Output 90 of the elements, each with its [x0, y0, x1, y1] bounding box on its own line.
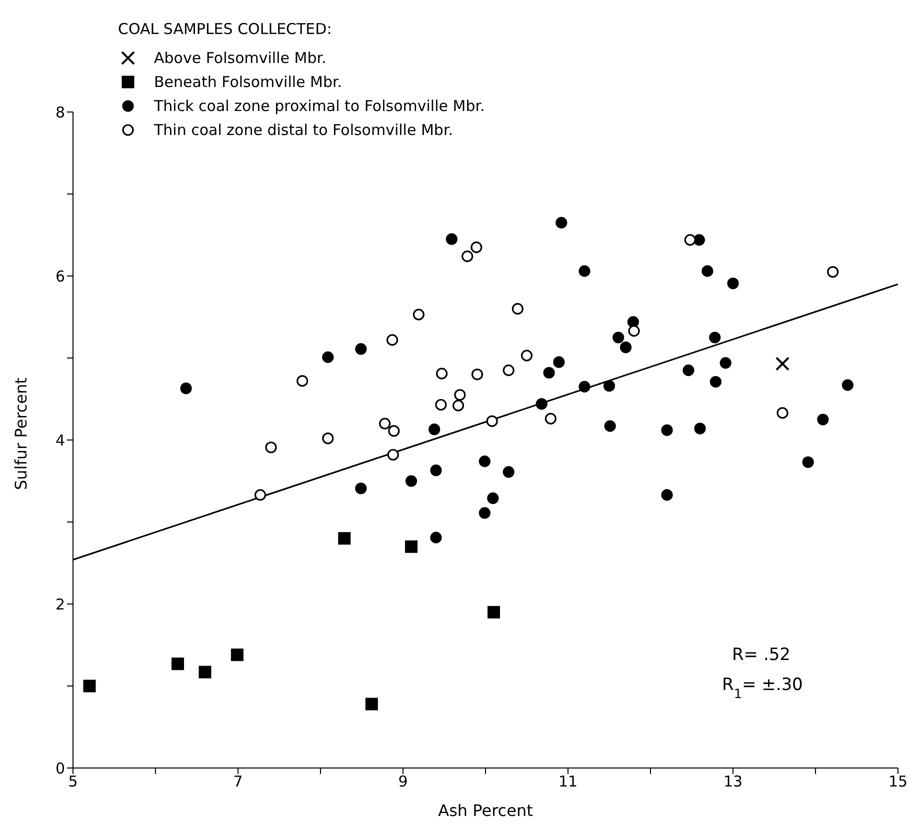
point — [488, 606, 500, 618]
x-tick-label: 15 — [888, 772, 908, 791]
point — [436, 368, 448, 380]
point — [720, 357, 732, 369]
point — [578, 380, 590, 392]
point — [430, 532, 442, 544]
point — [627, 316, 639, 328]
point — [355, 343, 367, 355]
y-tick-label: 4 — [55, 431, 65, 450]
legend-label: Beneath Folsomville Mbr. — [154, 73, 342, 91]
point — [470, 242, 482, 254]
point — [471, 368, 484, 380]
point — [802, 456, 814, 468]
x-tick-label: 7 — [233, 772, 243, 791]
y-tick-label: 2 — [55, 595, 65, 614]
point — [556, 216, 568, 228]
point — [842, 379, 854, 391]
y-axis-title: Sulfur Percent — [12, 378, 31, 490]
annotation: R$_{1}$= ±.30 — [722, 675, 803, 702]
legend-label: Thin coal zone distal to Folsomville Mbr. — [154, 121, 453, 139]
point — [379, 418, 391, 430]
x-tick-label: 9 — [398, 772, 408, 791]
point — [454, 389, 466, 401]
point — [776, 407, 788, 419]
point — [405, 475, 418, 487]
legend-label: Above Folsomville Mbr. — [154, 49, 326, 67]
point — [702, 265, 714, 277]
point — [544, 412, 556, 424]
point — [355, 482, 367, 494]
x-tick-label: 11 — [558, 772, 578, 791]
point — [435, 398, 447, 411]
x-tick-label: 13 — [723, 772, 743, 791]
point — [446, 233, 458, 245]
point — [198, 666, 212, 678]
point — [430, 464, 442, 476]
point — [520, 350, 533, 362]
point — [543, 366, 555, 379]
legend-label: Thick coal zone proximal to Folsomville Mbr. — [154, 97, 485, 115]
point — [709, 332, 721, 344]
point — [338, 532, 351, 545]
point — [612, 332, 624, 344]
point — [230, 648, 244, 662]
point — [827, 266, 839, 278]
point — [322, 351, 334, 363]
point — [512, 303, 524, 315]
point — [553, 356, 565, 368]
point — [684, 234, 696, 246]
point — [502, 364, 514, 376]
point — [387, 448, 399, 461]
point — [487, 492, 499, 504]
point — [405, 540, 418, 553]
y-tick-label: 0 — [55, 759, 65, 778]
y-tick-label: 8 — [55, 103, 65, 122]
point — [386, 334, 398, 346]
point — [578, 265, 590, 277]
point — [322, 432, 334, 444]
point — [172, 658, 184, 670]
point — [620, 342, 632, 354]
point — [603, 380, 616, 392]
point — [486, 415, 498, 427]
point — [682, 364, 694, 376]
point — [412, 308, 424, 320]
point — [428, 424, 440, 436]
point — [817, 414, 829, 426]
point — [628, 325, 640, 337]
point — [478, 456, 490, 468]
point — [180, 382, 192, 394]
point — [452, 400, 464, 412]
point — [693, 234, 705, 246]
x-tick-label: 5 — [68, 772, 78, 791]
point — [661, 424, 673, 436]
point — [694, 422, 706, 434]
point — [254, 489, 266, 501]
point — [265, 442, 277, 454]
point — [710, 376, 722, 388]
point — [365, 698, 378, 710]
legend-title: COAL SAMPLES COLLECTED: — [118, 20, 333, 38]
point — [661, 489, 673, 501]
point — [83, 680, 96, 692]
point — [462, 250, 474, 262]
annotation: R= .52 — [732, 645, 790, 665]
y-tick-label: 6 — [55, 267, 65, 286]
point — [604, 420, 616, 432]
x-axis-title: Ash Percent — [438, 801, 533, 820]
point — [536, 398, 548, 410]
point — [502, 466, 514, 478]
point — [388, 425, 400, 437]
point — [727, 278, 739, 290]
point — [296, 375, 308, 387]
point — [478, 507, 490, 519]
